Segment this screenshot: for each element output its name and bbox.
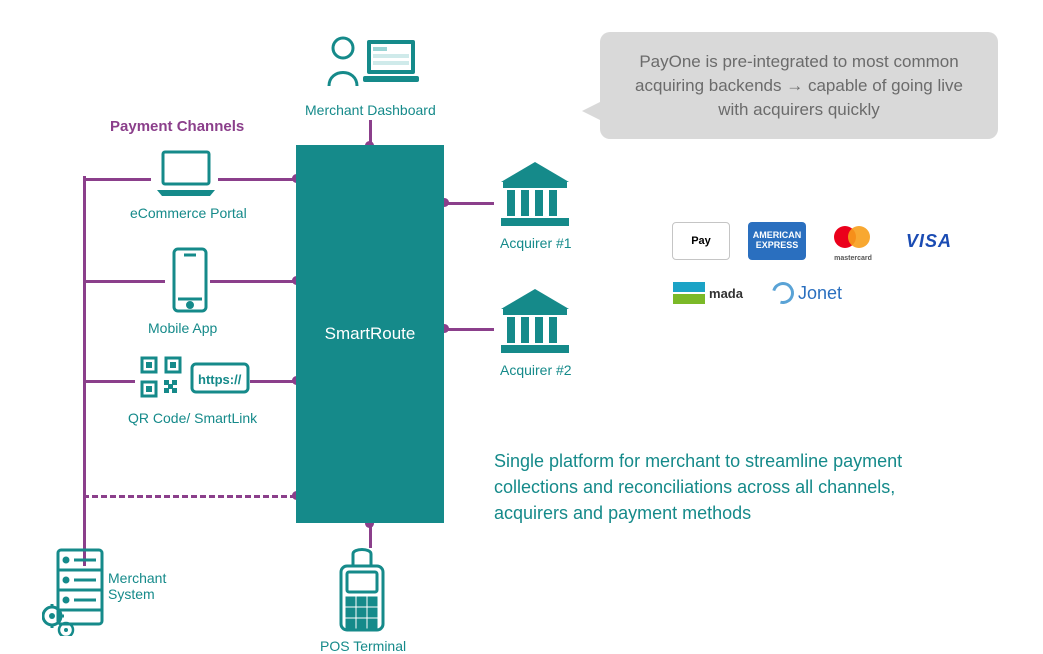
bank-icon xyxy=(497,160,573,228)
acq1-label: Acquirer #1 xyxy=(500,235,572,251)
merchant-dashboard-label: Merchant Dashboard xyxy=(305,102,436,118)
server-icon xyxy=(42,546,108,636)
edge-bus-pos-dashed xyxy=(83,495,296,498)
laptop-icon xyxy=(155,148,217,198)
pos-icon xyxy=(335,548,389,634)
qr-https-icon: https:// xyxy=(140,354,252,404)
mobile-icon xyxy=(170,245,210,315)
logo-mastercard: mastercard xyxy=(824,222,882,260)
svg-text:https://: https:// xyxy=(198,372,242,387)
logo-apple-pay: Pay xyxy=(672,222,730,260)
logo-amex: AMERICAN EXPRESS xyxy=(748,222,806,260)
logo-visa: VISA xyxy=(900,222,958,260)
merchant-system-label: Merchant System xyxy=(108,570,166,602)
section-title-payment-channels: Payment Channels xyxy=(110,118,244,135)
user-laptop-icon xyxy=(325,30,421,94)
acq2-label: Acquirer #2 xyxy=(500,362,572,378)
pos-label: POS Terminal xyxy=(320,638,406,654)
smartroute-node: SmartRoute xyxy=(296,145,444,523)
logo-mada: mada xyxy=(672,274,744,312)
edge-mobile xyxy=(210,280,296,283)
ecommerce-label: eCommerce Portal xyxy=(130,205,247,221)
bank-icon xyxy=(497,287,573,355)
smartroute-label: SmartRoute xyxy=(325,324,416,344)
edge-bus-qr xyxy=(83,380,135,383)
edge-bus-mobile xyxy=(83,280,165,283)
edge-bus-ecommerce xyxy=(83,178,151,181)
edge-ecommerce xyxy=(218,178,296,181)
edge-acq2 xyxy=(444,328,494,331)
logo-jonet: Jonet xyxy=(762,274,852,312)
edge-bus-vertical xyxy=(83,176,86,566)
mobile-label: Mobile App xyxy=(148,320,217,336)
callout-integration: PayOne is pre-integrated to most common … xyxy=(600,32,998,139)
edge-acq1 xyxy=(444,202,494,205)
payment-logos: Pay AMERICAN EXPRESS mastercard VISA mad… xyxy=(672,222,1012,312)
qr-label: QR Code/ SmartLink xyxy=(128,410,257,426)
callout-text: PayOne is pre-integrated to most common … xyxy=(635,52,963,119)
tagline: Single platform for merchant to streamli… xyxy=(494,448,964,526)
tagline-text: Single platform for merchant to streamli… xyxy=(494,451,902,523)
edge-qr xyxy=(250,380,296,383)
